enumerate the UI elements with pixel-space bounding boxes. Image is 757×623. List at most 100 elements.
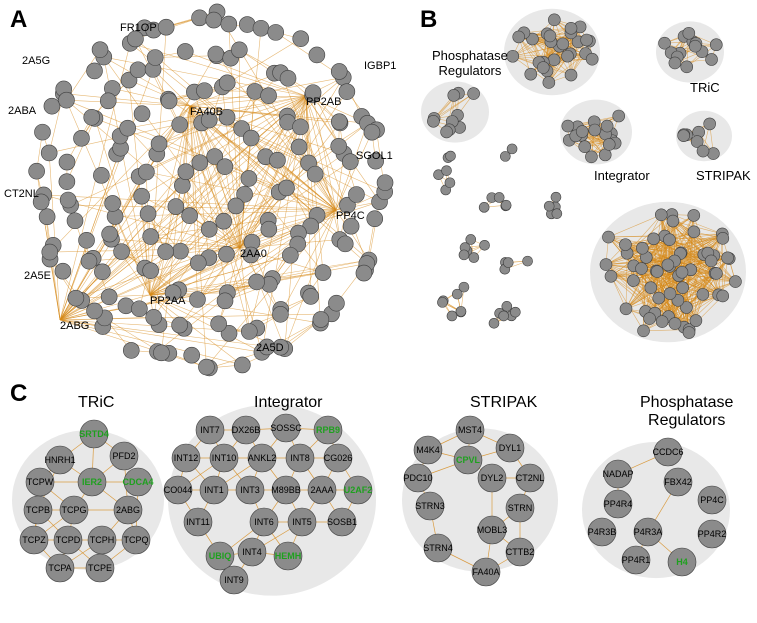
svg-text:NADAP: NADAP (602, 469, 633, 479)
panel-b-cluster (434, 166, 455, 195)
node-strn: STRN (506, 494, 534, 522)
svg-text:HNRH1: HNRH1 (44, 455, 75, 465)
svg-text:SOSSC: SOSSC (270, 423, 302, 433)
svg-text:TCPW: TCPW (27, 477, 54, 487)
svg-text:INT11: INT11 (186, 517, 210, 527)
panel-c-cluster-label: STRIPAK (470, 394, 537, 412)
svg-text:PP4C: PP4C (700, 495, 724, 505)
svg-text:DYL1: DYL1 (499, 443, 522, 453)
svg-text:FBX42: FBX42 (664, 477, 692, 487)
panel-letter-c: C (10, 380, 27, 408)
svg-text:INT4: INT4 (242, 547, 262, 557)
svg-text:ANKL2: ANKL2 (248, 453, 277, 463)
svg-text:TCPB: TCPB (26, 505, 50, 515)
node-int3: INT3 (236, 476, 264, 504)
svg-text:SOSB1: SOSB1 (327, 517, 357, 527)
node-co044: CO044 (164, 476, 193, 504)
panel-b-cluster (500, 256, 533, 274)
svg-text:TCPE: TCPE (88, 563, 112, 573)
panel-c-cluster-label: Integrator (254, 394, 322, 412)
node-u2af2: U2AF2 (344, 476, 373, 504)
panel-b-cluster (437, 282, 468, 321)
node-tcph: TCPH (88, 526, 116, 554)
node-pp4r4: PP4R4 (604, 490, 633, 518)
svg-text:TCPH: TCPH (90, 535, 115, 545)
svg-text:H4: H4 (676, 557, 688, 567)
svg-text:CCDC6: CCDC6 (652, 447, 683, 457)
panel-b-cluster-label: Phosphatase Regulators (432, 48, 508, 78)
node-int9: INT9 (220, 566, 248, 594)
svg-text:TCPZ: TCPZ (22, 535, 46, 545)
svg-text:CG026: CG026 (324, 453, 353, 463)
svg-text:P4R3A: P4R3A (634, 527, 663, 537)
svg-text:INT10: INT10 (212, 453, 237, 463)
node-mst4: MST4 (456, 416, 484, 444)
node-p4r3a: P4R3A (634, 518, 663, 546)
panel-b-cluster (500, 144, 517, 162)
svg-text:RPB9: RPB9 (316, 425, 340, 435)
node-int12: INT12 (172, 444, 200, 472)
figure-svg: SRTD4HNRH1PFD2TCPWIER2CDCA4TCPBTCPG2ABGT… (0, 0, 757, 623)
svg-text:DX26B: DX26B (232, 425, 261, 435)
node-tcpg: TCPG (60, 496, 88, 524)
node-fa40a: FA40A (472, 558, 500, 586)
node-h4: H4 (668, 548, 696, 576)
node-tcpd: TCPD (54, 526, 82, 554)
panel-a-label: 2ABG (60, 320, 89, 332)
node-ankl2: ANKL2 (248, 444, 277, 472)
panel-letter-a: A (10, 6, 27, 34)
panel-b-cluster-label: STRIPAK (696, 168, 751, 183)
panel-b-cluster (443, 151, 455, 163)
node-dyl1: DYL1 (496, 434, 524, 462)
node-strn4: STRN4 (423, 534, 453, 562)
panel-a-label: 2A5G (22, 55, 50, 67)
node-int11: INT11 (184, 508, 212, 536)
svg-text:SRTD4: SRTD4 (79, 429, 109, 439)
node-m4k4: M4K4 (414, 436, 442, 464)
node-tcpw: TCPW (26, 468, 54, 496)
node-tcpe: TCPE (86, 554, 114, 582)
node-int4: INT4 (238, 538, 266, 566)
node-int8: INT8 (286, 444, 314, 472)
svg-text:P4R3B: P4R3B (588, 527, 617, 537)
panel-a-label: PP2AB (306, 96, 341, 108)
panel-a-label: 2A5E (24, 270, 51, 282)
node-fbx42: FBX42 (664, 468, 692, 496)
svg-text:PP4R2: PP4R2 (698, 529, 727, 539)
panel-b-cluster (479, 192, 511, 212)
svg-text:INT3: INT3 (240, 485, 260, 495)
svg-text:INT7: INT7 (200, 425, 220, 435)
svg-text:UBIQ: UBIQ (209, 551, 232, 561)
node-dyl2: DYL2 (478, 464, 506, 492)
svg-text:M4K4: M4K4 (416, 445, 440, 455)
node-rpb9: RPB9 (314, 416, 342, 444)
svg-text:DYL2: DYL2 (481, 473, 504, 483)
panel-a-label: FR1OP (120, 22, 157, 34)
node-tcpb: TCPB (24, 496, 52, 524)
panel-a-label: CT2NL (4, 188, 39, 200)
svg-text:PDC10: PDC10 (403, 473, 432, 483)
node-srtd4: SRTD4 (79, 420, 109, 448)
node-strn3: STRN3 (415, 492, 445, 520)
svg-text:CDCA4: CDCA4 (122, 477, 153, 487)
svg-text:PP4R1: PP4R1 (622, 555, 651, 565)
node-ct2nl: CT2NL (516, 464, 545, 492)
panel-c-cluster-label: TRiC (78, 394, 114, 412)
svg-text:MST4: MST4 (458, 425, 482, 435)
node-int10: INT10 (210, 444, 238, 472)
node-pp4r1: PP4R1 (622, 546, 651, 574)
panel-b-cluster (489, 301, 520, 328)
panel-a-label: 2ABA (8, 105, 36, 117)
node-2abg: 2ABG (114, 496, 142, 524)
node-ubiq: UBIQ (206, 542, 234, 570)
node-p4r3b: P4R3B (588, 518, 617, 546)
node-tcpa: TCPA (46, 554, 74, 582)
svg-text:STRN3: STRN3 (415, 501, 445, 511)
panel-a-label: 2A5D (256, 342, 284, 354)
panel-letter-b: B (420, 6, 437, 34)
node-int6: INT6 (250, 508, 278, 536)
node-tcpz: TCPZ (20, 526, 48, 554)
node-tcpq: TCPQ (122, 526, 150, 554)
panel-a-label: PP2AA (150, 295, 185, 307)
svg-text:INT8: INT8 (290, 453, 310, 463)
